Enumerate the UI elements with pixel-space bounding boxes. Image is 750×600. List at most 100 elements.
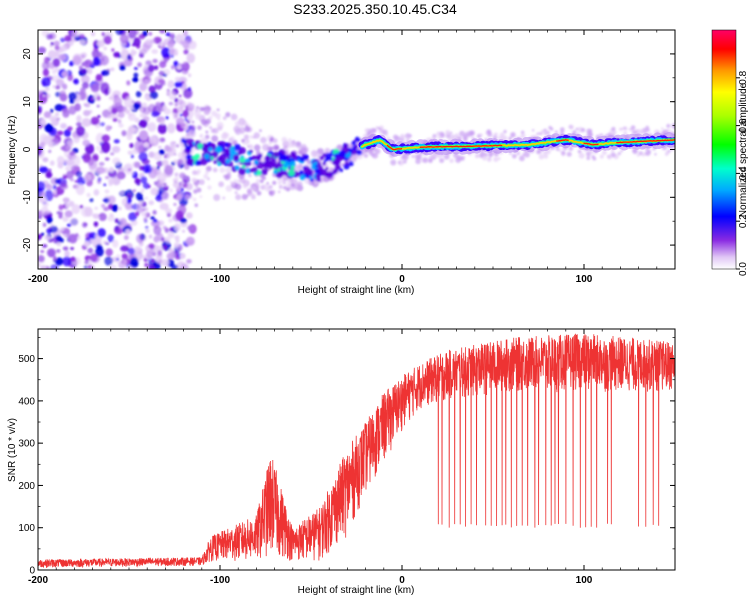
- snr-y-tick-label: 500: [18, 354, 35, 365]
- spectrogram-noise-blob: [148, 200, 155, 206]
- spectrogram-noise-blob: [40, 232, 45, 237]
- spectrogram-noise-blob: [65, 166, 71, 171]
- spectrogram-noise-blob: [41, 206, 49, 216]
- spectrogram-noise-blob: [164, 164, 174, 176]
- spectrogram-noise-blob: [181, 139, 187, 144]
- spectrogram-haze-blob: [208, 115, 213, 120]
- spectrogram-haze-blob: [173, 115, 178, 120]
- spectrogram-ridge-blob: [225, 158, 231, 164]
- spectrogram-noise-blob: [168, 101, 174, 106]
- spectrogram-noise-blob: [150, 38, 156, 44]
- spectrogram-halo-blob: [575, 127, 579, 131]
- spectrogram-halo-blob: [554, 130, 558, 134]
- spectrogram-y-tick-label: 10: [22, 96, 33, 108]
- spectrogram-haze-blob: [255, 178, 261, 184]
- spectrogram-noise-blob: [105, 248, 113, 257]
- spectrogram-noise-blob: [90, 116, 100, 126]
- spectrogram-noise-blob: [69, 217, 79, 227]
- spectrogram-haze-blob: [180, 147, 184, 151]
- spectrogram-noise-blob: [107, 195, 116, 205]
- spectrogram-halo-blob: [620, 149, 624, 153]
- snr-frame: [37, 328, 676, 571]
- spectrogram-noise-blob: [70, 247, 74, 250]
- spectrogram-noise-blob: [152, 210, 157, 215]
- spectrogram-noise-blob: [38, 107, 42, 115]
- spectrogram-noise-blob: [75, 183, 85, 196]
- spectrogram-noise-blob: [55, 235, 62, 242]
- spectrogram-noise-blob: [170, 65, 175, 70]
- page-title: S233.2025.350.10.45.C34: [293, 1, 457, 17]
- spectrogram-halo-blob: [623, 131, 628, 136]
- spectrogram-haze-blob: [245, 139, 250, 144]
- spectrogram-noise-blob: [90, 31, 96, 37]
- spectrogram-noise-blob: [71, 30, 81, 38]
- spectrogram-heatmap: [38, 30, 675, 269]
- spectrogram-ridge-blob: [219, 157, 227, 165]
- spectrogram-noise-blob: [179, 113, 183, 117]
- spectrogram-halo-blob: [440, 133, 445, 138]
- spectrogram-noise-blob: [46, 216, 53, 224]
- spectrogram-noise-blob: [125, 228, 131, 235]
- spectrogram-ridge-blob: [322, 153, 327, 158]
- spectrogram-haze-blob: [262, 183, 270, 190]
- spectrogram-noise-blob: [139, 107, 144, 113]
- spectrogram-noise-blob: [177, 204, 187, 216]
- spectrogram-noise-blob: [158, 145, 162, 149]
- colorbar-tick-label: 0.2: [738, 214, 749, 228]
- spectrogram-noise-blob: [108, 166, 114, 173]
- spectrogram-halo-blob: [671, 123, 675, 129]
- spectrogram-ridge-peak: [616, 139, 675, 144]
- spectrogram-noise-blob: [56, 130, 64, 136]
- snr-series-line: [38, 333, 675, 568]
- spectrogram-halo-blob: [445, 129, 451, 136]
- spectrogram-haze-blob: [234, 191, 238, 195]
- spectrogram-noise-blob: [165, 32, 171, 37]
- spectrogram-noise-blob: [135, 90, 142, 98]
- spectrogram-haze-blob: [282, 146, 286, 150]
- spectrogram-noise-blob: [173, 242, 180, 248]
- spectrogram-ridge-blob: [249, 149, 253, 154]
- spectrogram-haze-blob: [272, 138, 278, 144]
- spectrogram-noise-blob: [46, 248, 57, 258]
- spectrogram-haze-blob: [249, 145, 254, 150]
- spectrogram-noise-blob: [42, 157, 49, 163]
- spectrogram-halo-blob: [493, 156, 499, 162]
- spectrogram-halo-blob: [520, 130, 525, 135]
- spectrogram-ridge-blob: [324, 156, 330, 162]
- spectrogram-noise-blob: [108, 178, 115, 185]
- spectrogram-noise-blob: [186, 259, 192, 264]
- spectrogram-noise-blob: [81, 206, 90, 218]
- spectrogram-noise-blob: [144, 262, 149, 268]
- spectrogram-halo-blob: [439, 157, 445, 163]
- spectrogram-haze-blob: [192, 170, 197, 176]
- spectrogram-noise-blob: [176, 64, 183, 70]
- spectrogram-haze-blob: [306, 159, 312, 165]
- spectrogram-noise-blob: [174, 223, 181, 232]
- spectrogram-noise-blob: [105, 242, 110, 246]
- spectrogram-noise-blob: [138, 201, 143, 205]
- spectrogram-haze-blob: [173, 159, 178, 164]
- spectrogram-halo-blob: [630, 125, 636, 130]
- spectrogram-noise-blob: [56, 249, 61, 253]
- spectrogram-ridge-blob: [246, 161, 252, 166]
- spectrogram-halo-blob: [475, 153, 480, 158]
- spectrogram-ridge-blob: [197, 143, 204, 150]
- spectrogram-noise-blob: [38, 196, 47, 204]
- spectrogram-haze-blob: [244, 122, 248, 126]
- spectrogram-halo-blob: [372, 128, 377, 133]
- spectrogram-ridge-blob: [299, 156, 306, 163]
- spectrogram-noise-blob: [98, 161, 105, 166]
- spectrogram-halo-blob: [635, 129, 640, 133]
- spectrogram-noise-blob: [118, 55, 122, 59]
- spectrogram-halo-blob: [578, 152, 585, 159]
- spectrogram-noise-blob: [52, 84, 56, 89]
- spectrogram-haze-blob: [311, 152, 318, 158]
- spectrogram-noise-blob: [73, 78, 79, 85]
- spectrogram-noise-blob: [183, 88, 193, 99]
- spectrogram-noise-blob: [114, 218, 119, 223]
- spectrogram-haze-blob: [231, 139, 238, 146]
- spectrogram-halo-blob: [607, 154, 613, 160]
- spectrogram-noise-blob: [179, 253, 186, 260]
- spectrogram-noise-blob: [44, 189, 54, 202]
- spectrogram-haze-blob: [212, 127, 219, 134]
